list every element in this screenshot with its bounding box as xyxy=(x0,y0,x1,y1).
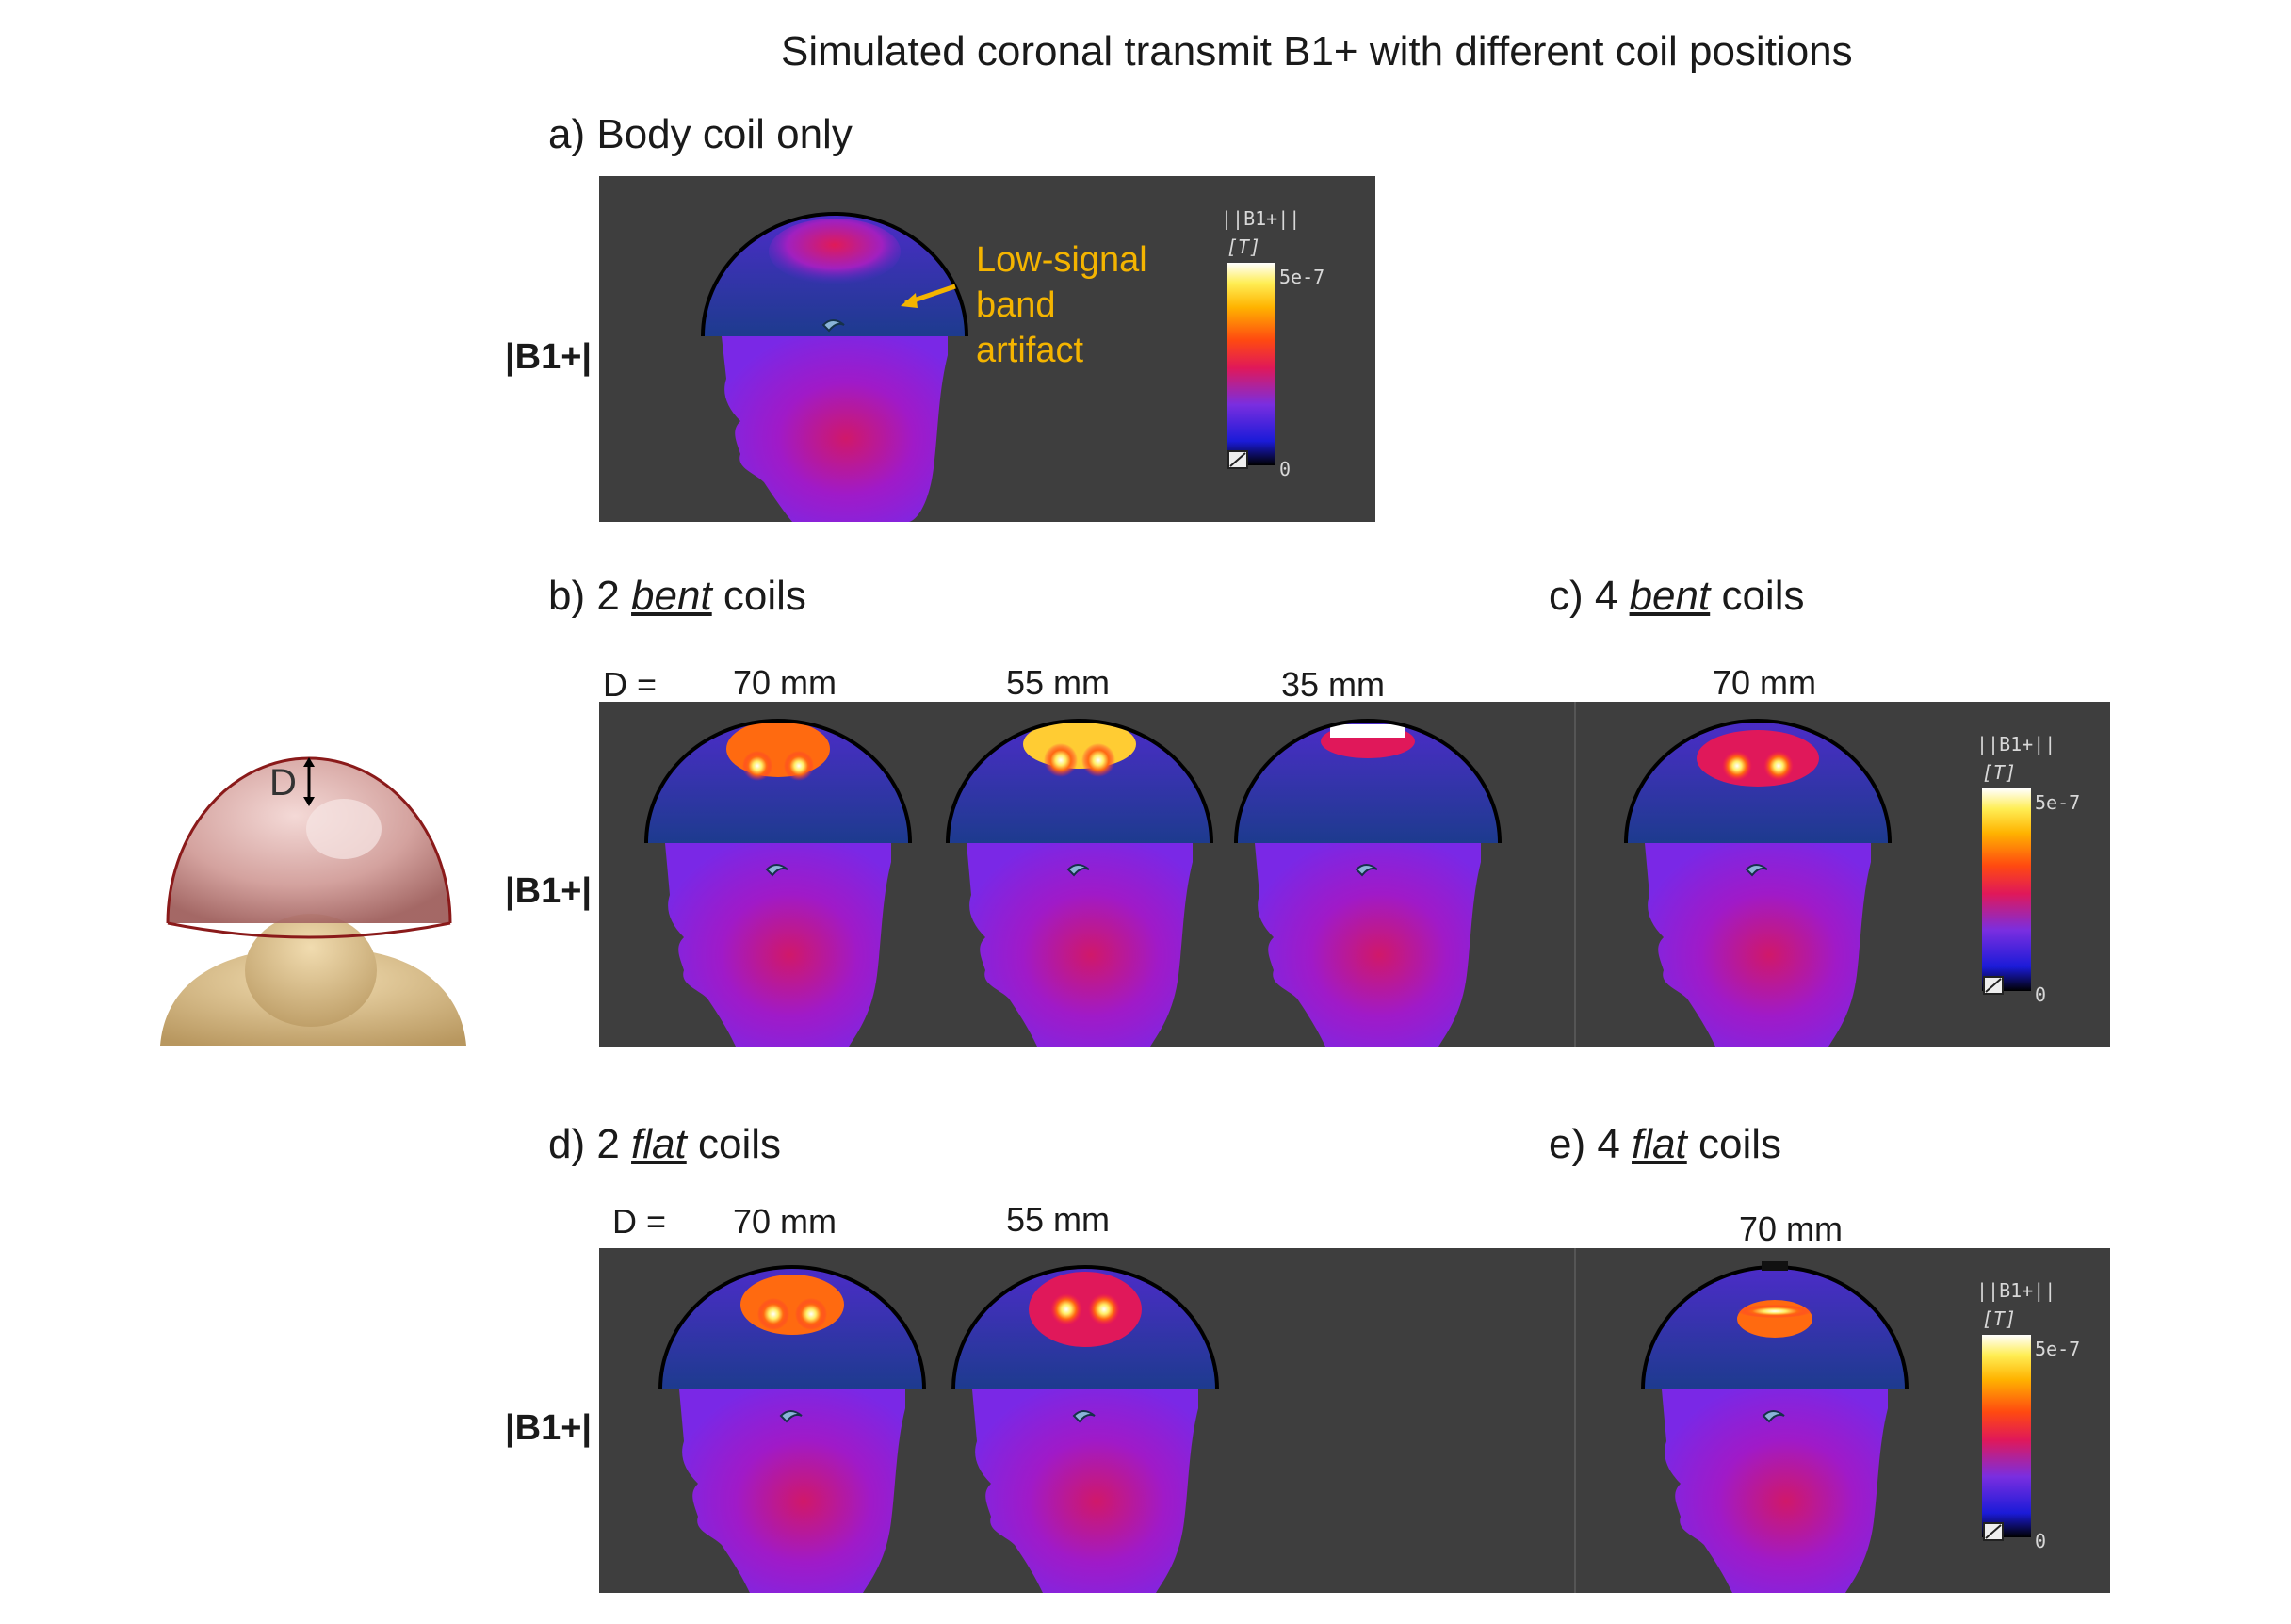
panel-label-d-prefix: d) 2 xyxy=(548,1121,632,1167)
head-d-70mm xyxy=(658,1265,926,1593)
row-label-b: |B1+| xyxy=(505,871,593,911)
distance-c-1: 70 mm xyxy=(1713,663,1817,702)
head-d-55mm xyxy=(951,1265,1219,1593)
colorbar-e-min: 0 xyxy=(2035,1530,2046,1552)
panel-de-image: ||B1+|| [T] 5e-7 0 xyxy=(599,1248,2110,1593)
distance-d-2: 55 mm xyxy=(1006,1200,1111,1239)
head-b-70mm xyxy=(644,719,912,1047)
colorbar-c: ||B1+|| [T] 5e-7 0 xyxy=(1976,733,2080,1006)
b1-maps-flat-coils: ||B1+|| [T] 5e-7 0 xyxy=(658,1248,2080,1593)
panel-label-b-word: bent xyxy=(631,573,712,619)
head-b-35mm xyxy=(1234,719,1502,1047)
figure-title: Simulated coronal transmit B1+ with diff… xyxy=(781,28,1853,74)
head-c-70mm xyxy=(1624,719,1892,1047)
colorbar-a-min: 0 xyxy=(1279,458,1291,480)
distance-e-1: 70 mm xyxy=(1739,1210,1844,1248)
model-d-label: D xyxy=(269,762,297,804)
colorbar-c-title: ||B1+|| xyxy=(1976,733,2055,755)
panel-label-e-prefix: e) 4 xyxy=(1549,1121,1633,1167)
panel-label-c-prefix: c) 4 xyxy=(1549,573,1630,619)
panel-a-image: ||B1+|| [T] 5e-7 0 xyxy=(599,176,1375,522)
panel-label-d: d) 2 flat coils xyxy=(548,1121,781,1168)
colorbar-c-min: 0 xyxy=(2035,983,2046,1006)
colorbar-e-max: 5e-7 xyxy=(2035,1338,2080,1360)
colorbar-a-title: ||B1+|| xyxy=(1221,207,1300,230)
row-label-d: |B1+| xyxy=(505,1408,593,1448)
colorbar-c-unit: [T] xyxy=(1982,761,2016,784)
colorbar-e-unit: [T] xyxy=(1982,1307,2016,1330)
colorbar-c-max: 5e-7 xyxy=(2035,791,2080,814)
d-equals-b: D = xyxy=(603,665,658,704)
colorbar-a-max: 5e-7 xyxy=(1279,266,1324,288)
b1-maps-bent-coils: ||B1+|| [T] 5e-7 0 xyxy=(644,702,2080,1047)
head-e-70mm xyxy=(1641,1261,1909,1593)
distance-b-2: 55 mm xyxy=(1006,663,1111,702)
panel-label-d-suffix: coils xyxy=(686,1121,781,1167)
head-coil-model: D xyxy=(151,735,471,1046)
distance-d-1: 70 mm xyxy=(733,1202,837,1241)
panel-label-a: a) Body coil only xyxy=(548,111,853,157)
panel-label-b-suffix: coils xyxy=(711,573,806,619)
annotation-line-2: band xyxy=(976,285,1056,325)
panel-label-d-word: flat xyxy=(631,1121,687,1167)
colorbar-e-title: ||B1+|| xyxy=(1976,1279,2055,1302)
panel-label-c-suffix: coils xyxy=(1710,573,1805,619)
panel-label-e-word: flat xyxy=(1632,1121,1687,1167)
panel-label-e-suffix: coils xyxy=(1686,1121,1781,1167)
d-equals-d: D = xyxy=(612,1202,667,1241)
annotation-line-3: artifact xyxy=(976,331,1084,370)
colorbar-a: ||B1+|| [T] 5e-7 0 xyxy=(1221,207,1324,480)
distance-b-3: 35 mm xyxy=(1281,665,1386,704)
annotation-line-1: Low-signal xyxy=(976,240,1147,280)
distance-b-1: 70 mm xyxy=(733,663,837,702)
panel-label-e: e) 4 flat coils xyxy=(1549,1121,1781,1168)
panel-label-c: c) 4 bent coils xyxy=(1549,573,1804,620)
colorbar-e: ||B1+|| [T] 5e-7 0 xyxy=(1976,1279,2080,1552)
b1-map-body-coil: ||B1+|| [T] 5e-7 0 xyxy=(701,207,1324,522)
head-b-55mm xyxy=(946,719,1213,1047)
colorbar-a-unit: [T] xyxy=(1227,235,1260,258)
panel-label-b-prefix: b) 2 xyxy=(548,573,632,619)
panel-label-b: b) 2 bent coils xyxy=(548,573,806,620)
panel-label-c-word: bent xyxy=(1629,573,1711,619)
annotation-text: Low-signal band artifact xyxy=(976,237,1147,373)
row-label-a: |B1+| xyxy=(505,337,593,377)
panel-bc-image: ||B1+|| [T] 5e-7 0 xyxy=(599,702,2110,1047)
